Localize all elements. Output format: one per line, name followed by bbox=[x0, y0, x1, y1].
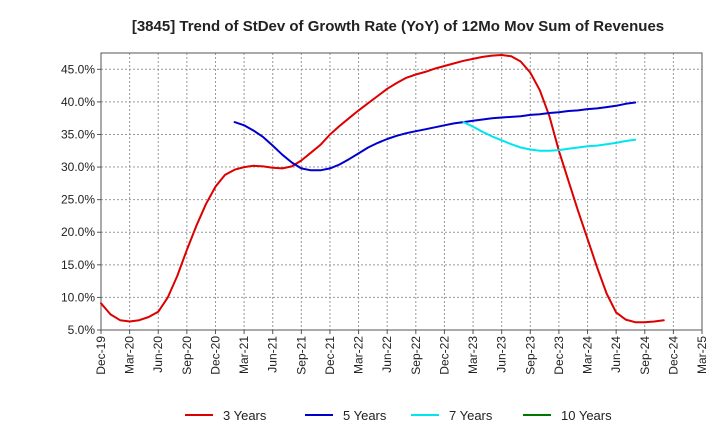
x-tick-label: Jun-21 bbox=[266, 336, 280, 373]
x-tick-label: Dec-19 bbox=[94, 336, 108, 375]
legend-label-10-years: 10 Years bbox=[561, 408, 612, 423]
x-tick-label: Dec-20 bbox=[208, 336, 222, 375]
x-tick-label: Sep-21 bbox=[294, 336, 308, 375]
series-layer bbox=[100, 54, 665, 324]
x-tick-label: Mar-20 bbox=[123, 336, 137, 374]
y-tick-label: 30.0% bbox=[61, 160, 95, 174]
y-tick-label: 35.0% bbox=[61, 127, 95, 141]
series-line-7-years bbox=[462, 121, 637, 152]
x-tick-label: Mar-21 bbox=[237, 336, 251, 374]
x-tick-label: Sep-20 bbox=[180, 336, 194, 375]
x-tick-label: Sep-23 bbox=[523, 336, 537, 375]
x-tick-label: Jun-22 bbox=[380, 336, 394, 373]
chart-title: [3845] Trend of StDev of Growth Rate (Yo… bbox=[132, 18, 664, 35]
legend-label-5-years: 5 Years bbox=[343, 408, 387, 423]
y-tick-label: 10.0% bbox=[61, 290, 95, 304]
series-line-3-years bbox=[100, 54, 665, 324]
y-tick-label: 40.0% bbox=[61, 95, 95, 109]
x-tick-label: Jun-24 bbox=[609, 336, 623, 373]
x-tick-label: Dec-21 bbox=[323, 336, 337, 375]
axis-layer: 5.0% 10.0% 15.0% 20.0% 25.0% 30.0% 35.0% 40.0% 4… bbox=[61, 52, 709, 375]
x-tick-label: Mar-23 bbox=[466, 336, 480, 374]
y-tick-label: 5.0% bbox=[68, 323, 96, 337]
x-tick-label: Sep-22 bbox=[409, 336, 423, 375]
y-tick-label: 45.0% bbox=[61, 62, 95, 76]
legend-label-3-years: 3 Years bbox=[223, 408, 267, 423]
plot-frame bbox=[100, 52, 703, 331]
x-tick-label: Mar-22 bbox=[352, 336, 366, 374]
grid-layer bbox=[100, 53, 703, 331]
y-tick-label: 20.0% bbox=[61, 225, 95, 239]
x-tick-label: Sep-24 bbox=[638, 336, 652, 375]
series-line-5-years bbox=[233, 101, 637, 172]
y-tick-label: 25.0% bbox=[61, 193, 95, 207]
x-tick-label: Jun-20 bbox=[151, 336, 165, 373]
x-tick-label: Mar-25 bbox=[695, 336, 709, 374]
x-tick-label: Jun-23 bbox=[495, 336, 509, 373]
x-tick-label: Mar-24 bbox=[581, 336, 595, 374]
x-tick-label: Dec-22 bbox=[437, 336, 451, 375]
x-tick-label: Dec-24 bbox=[666, 336, 680, 375]
y-tick-label: 15.0% bbox=[61, 258, 95, 272]
x-tick-label: Dec-23 bbox=[552, 336, 566, 375]
legend: 3 Years 5 Years 7 Years 10 Years bbox=[185, 408, 612, 423]
legend-label-7-years: 7 Years bbox=[449, 408, 493, 423]
